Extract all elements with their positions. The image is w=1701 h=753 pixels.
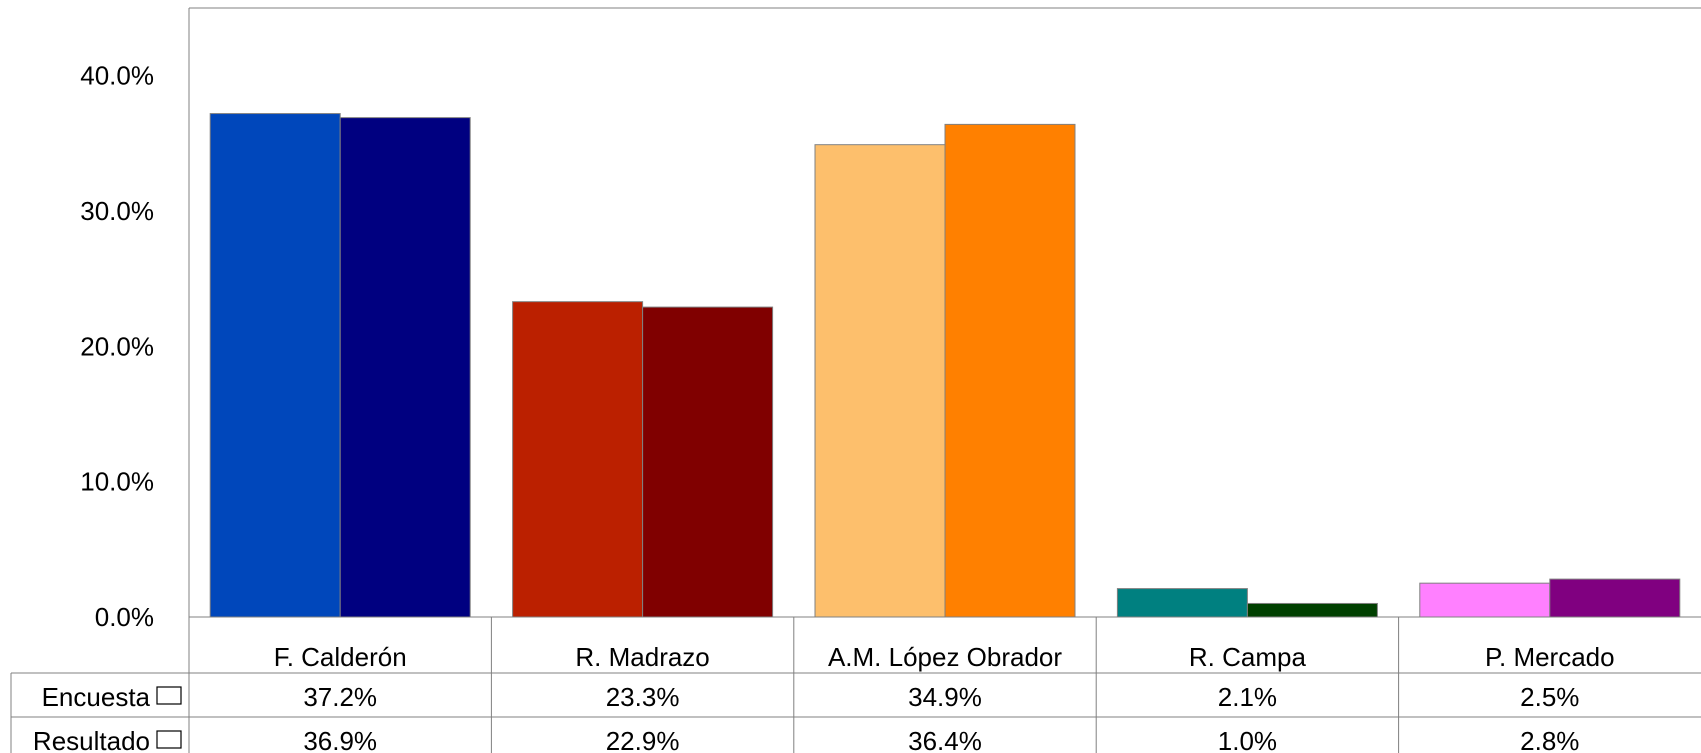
data-label: 1.0% [1218,726,1277,753]
bar-encuesta [1116,588,1248,618]
data-label: 37.2% [303,682,377,712]
data-label: 2.8% [1520,726,1579,753]
legend-label-resultado: Resultado [33,726,150,753]
bar-encuesta [512,301,644,618]
data-label: 36.9% [303,726,377,753]
data-label: 34.9% [908,682,982,712]
data-label: 2.1% [1218,682,1277,712]
y-tick-label: 0.0% [95,602,154,632]
legend-key [156,686,182,705]
bar-encuesta [1419,582,1551,618]
bar-resultado [339,117,471,618]
legend-key [156,730,182,749]
y-tick-label: 10.0% [80,467,154,497]
bar-resultado [944,123,1076,618]
data-table: F. Calderón R. Madrazo A.M. López Obrador R… [10,617,1701,753]
y-axis: 0.0% 10.0% 20.0% 30.0% 40.0% [80,61,154,632]
bar-resultado [642,306,774,618]
legend-label-encuesta: Encuesta [42,682,151,712]
category-label: F. Calderón [274,642,407,672]
y-tick-label: 30.0% [80,196,154,226]
y-tick-label: 40.0% [80,61,154,91]
data-label: 2.5% [1520,682,1579,712]
y-tick-label: 20.0% [80,331,154,361]
category-label: P. Mercado [1485,642,1615,672]
bar-encuesta [814,144,946,618]
data-label: 36.4% [908,726,982,753]
category-label: R. Madrazo [575,642,709,672]
bar-resultado [1246,602,1378,618]
category-label: A.M. López Obrador [828,642,1062,672]
data-label: 23.3% [606,682,680,712]
category-label: R. Campa [1189,642,1307,672]
bars-group [209,113,1681,618]
bar-encuesta [209,113,341,618]
data-label: 22.9% [606,726,680,753]
bar-resultado [1549,578,1681,618]
